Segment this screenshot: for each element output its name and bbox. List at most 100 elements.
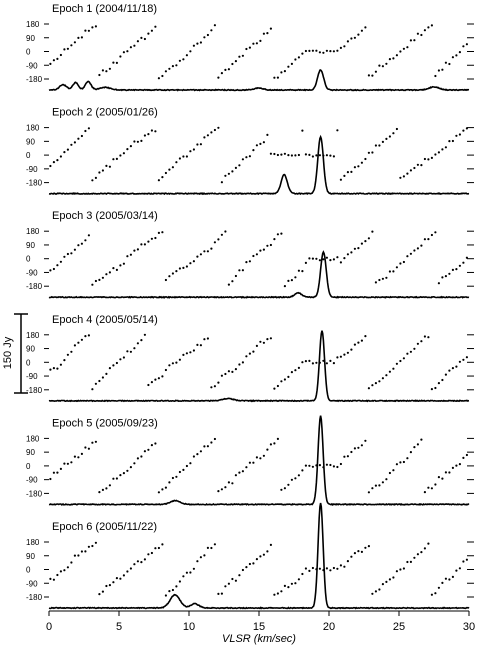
phase-point (147, 32, 150, 35)
phase-point (105, 273, 108, 276)
phase-point (108, 584, 111, 587)
phase-point (238, 574, 241, 577)
phase-tick-label: 0 (26, 48, 31, 57)
phase-point (388, 270, 391, 273)
phase-point (66, 566, 69, 569)
phase-point (318, 154, 321, 157)
phase-point (210, 29, 213, 32)
phase-point (227, 370, 230, 373)
phase-point (140, 339, 143, 342)
phase-point (171, 272, 174, 275)
phase-point (381, 377, 384, 380)
phase-point (430, 24, 433, 27)
phase-point (245, 47, 248, 51)
phase-point (234, 274, 237, 278)
phase-point (94, 382, 97, 385)
phase-tick-label: -90 (26, 165, 38, 174)
phase-point (420, 438, 423, 441)
phase-point (238, 164, 241, 167)
phase-point (346, 40, 349, 43)
phase-point (192, 455, 195, 458)
phase-point (399, 359, 402, 363)
phase-point (199, 143, 202, 146)
phase-point (234, 60, 237, 63)
phase-point (304, 567, 307, 570)
phase-point (189, 50, 192, 53)
phase-point (140, 561, 143, 564)
phase-point (308, 153, 311, 156)
phase-point (213, 241, 216, 244)
phase-point (112, 581, 115, 584)
phase-point (406, 352, 409, 355)
phase-point (80, 36, 83, 39)
phase-point (143, 37, 146, 41)
phase-point (63, 48, 66, 51)
phase-point (346, 560, 349, 563)
phase-point (231, 577, 234, 581)
phase-point (388, 58, 391, 61)
phase-point (294, 582, 297, 585)
phase-tick-label: 90 (26, 552, 35, 561)
phase-point (108, 67, 111, 70)
epoch-title: Epoch 2 (2005/01/26) (52, 107, 158, 119)
phase-point (259, 249, 262, 252)
phase-point (441, 148, 444, 151)
phase-point (364, 546, 367, 549)
phase-point (395, 362, 398, 365)
phase-point (353, 247, 356, 250)
phase-point (87, 545, 90, 548)
phase-point (196, 42, 199, 45)
phase-point (63, 359, 66, 362)
phase-point (126, 469, 129, 472)
phase-point (140, 455, 143, 458)
phase-point (192, 349, 195, 352)
phase-point (416, 163, 419, 166)
phase-point (157, 546, 160, 550)
phase-point (213, 24, 216, 27)
phase-point (245, 566, 248, 569)
phase-point (343, 565, 346, 568)
phase-point (115, 361, 118, 365)
phase-point (91, 441, 94, 444)
phase-point (427, 238, 430, 241)
phase-point (462, 129, 465, 132)
phase-point (413, 446, 416, 449)
phase-point (367, 387, 370, 390)
phase-point (119, 358, 122, 361)
phase-point (336, 129, 339, 132)
epoch-panel-3: Epoch 3 (2005/03/14) 180 90 0 -90 -180 (26, 210, 474, 299)
phase-point (339, 178, 342, 181)
phase-point (178, 470, 181, 474)
phase-point (213, 128, 216, 132)
phase-point (224, 486, 227, 489)
phase-point (70, 143, 73, 146)
phase-point (59, 53, 63, 57)
phase-point (437, 586, 440, 589)
phase-point (227, 283, 230, 286)
phase-point (374, 382, 377, 385)
phase-point (182, 266, 185, 269)
phase-point (399, 461, 402, 464)
phase-point (84, 129, 87, 133)
phase-point (462, 261, 465, 264)
phase-point (129, 466, 132, 469)
phase-point (129, 567, 132, 570)
phase-point (266, 550, 269, 553)
phase-point (248, 155, 251, 158)
phase-point (262, 32, 265, 35)
phase-point (199, 41, 202, 44)
phase-point (371, 151, 374, 154)
phase-point (329, 259, 332, 262)
phase-point (136, 248, 139, 251)
phase-point (413, 347, 416, 350)
phase-point (325, 49, 328, 52)
phase-point (206, 250, 209, 253)
phase-tick-label: 180 (26, 20, 40, 29)
phase-point (70, 461, 73, 464)
phase-point (119, 154, 122, 157)
phase-point (91, 388, 94, 391)
phase-point (80, 550, 83, 553)
phase-point (290, 371, 293, 374)
phase-point (402, 357, 405, 360)
